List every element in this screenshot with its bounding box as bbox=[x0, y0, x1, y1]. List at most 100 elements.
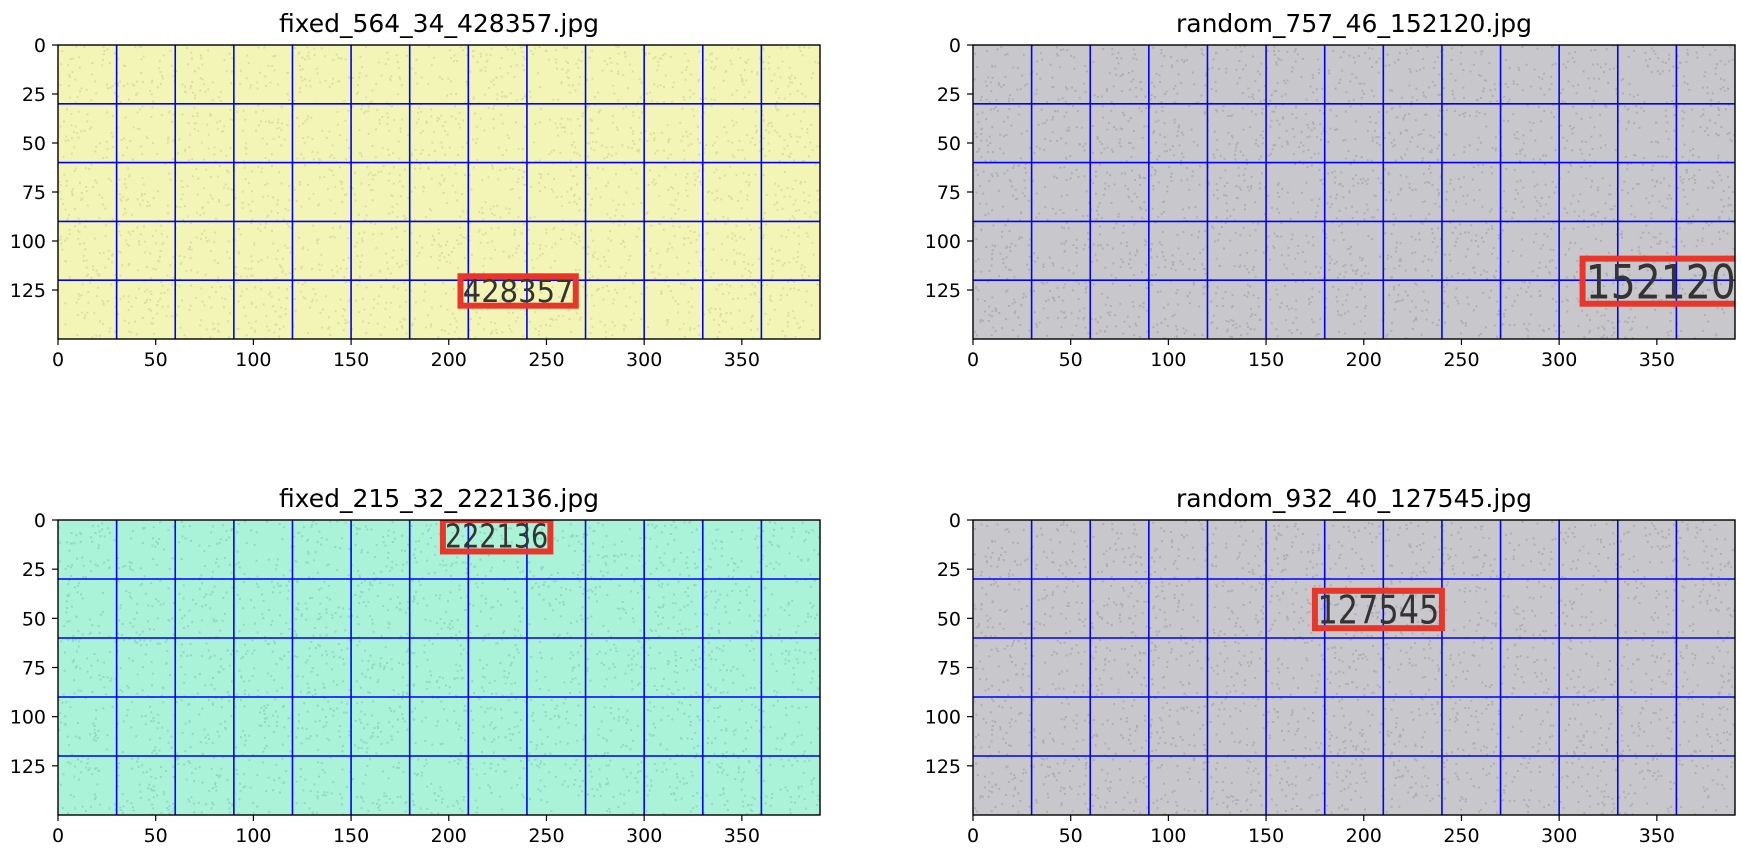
noise-speck bbox=[1204, 285, 1207, 288]
noise-speck bbox=[817, 105, 820, 108]
noise-speck bbox=[1018, 236, 1021, 239]
noise-speck bbox=[240, 69, 242, 72]
noise-speck bbox=[787, 281, 790, 284]
noise-speck bbox=[1542, 215, 1545, 218]
noise-speck bbox=[761, 110, 764, 113]
noise-speck bbox=[229, 147, 232, 149]
noise-speck bbox=[649, 247, 652, 250]
noise-speck bbox=[1271, 148, 1274, 151]
noise-speck bbox=[190, 269, 193, 272]
noise-speck bbox=[1352, 98, 1355, 101]
noise-speck bbox=[1591, 105, 1594, 108]
noise-speck bbox=[429, 325, 432, 328]
noise-speck bbox=[389, 272, 392, 275]
noise-speck bbox=[977, 121, 980, 124]
noise-speck bbox=[806, 131, 809, 134]
noise-speck bbox=[1390, 329, 1393, 332]
noise-speck bbox=[742, 83, 745, 86]
noise-speck bbox=[1543, 93, 1546, 96]
noise-speck bbox=[1694, 337, 1697, 339]
noise-speck bbox=[74, 101, 77, 104]
noise-speck bbox=[986, 150, 989, 153]
noise-speck bbox=[187, 248, 190, 250]
noise-speck bbox=[339, 134, 342, 137]
noise-speck bbox=[490, 47, 493, 50]
noise-speck bbox=[1064, 142, 1067, 145]
noise-speck bbox=[68, 228, 71, 231]
noise-speck bbox=[273, 69, 276, 72]
noise-speck bbox=[783, 97, 786, 100]
noise-speck bbox=[1173, 121, 1176, 124]
noise-speck bbox=[227, 171, 230, 174]
noise-speck bbox=[1280, 235, 1283, 238]
noise-speck bbox=[415, 121, 418, 124]
noise-speck bbox=[1613, 331, 1616, 334]
noise-speck bbox=[1363, 218, 1366, 221]
noise-speck bbox=[625, 105, 628, 108]
noise-speck bbox=[1122, 332, 1125, 335]
noise-speck bbox=[686, 173, 689, 175]
noise-speck bbox=[72, 57, 75, 60]
noise-speck bbox=[1562, 63, 1565, 66]
noise-speck bbox=[623, 324, 626, 326]
noise-speck bbox=[1701, 86, 1704, 89]
noise-speck bbox=[1454, 226, 1457, 229]
noise-speck bbox=[631, 147, 634, 150]
noise-speck bbox=[1495, 270, 1498, 272]
noise-speck bbox=[451, 251, 453, 253]
noise-speck bbox=[547, 173, 550, 176]
noise-speck bbox=[1657, 294, 1660, 297]
noise-speck bbox=[1573, 275, 1575, 278]
noise-speck bbox=[773, 308, 776, 311]
noise-speck bbox=[1065, 111, 1068, 114]
noise-speck bbox=[71, 194, 74, 197]
noise-speck bbox=[1564, 253, 1567, 256]
noise-speck bbox=[1482, 163, 1485, 166]
noise-speck bbox=[585, 294, 588, 297]
noise-speck bbox=[1247, 325, 1249, 328]
noise-speck bbox=[1605, 307, 1608, 310]
noise-speck bbox=[287, 225, 290, 228]
noise-speck bbox=[492, 107, 495, 110]
noise-speck bbox=[1351, 286, 1354, 289]
noise-speck bbox=[1078, 309, 1081, 312]
noise-speck bbox=[264, 157, 267, 159]
noise-speck bbox=[1154, 95, 1156, 98]
noise-speck bbox=[713, 98, 716, 101]
noise-speck bbox=[1388, 294, 1391, 297]
noise-speck bbox=[277, 83, 280, 86]
noise-speck bbox=[95, 92, 98, 95]
noise-speck bbox=[68, 75, 71, 78]
noise-speck bbox=[557, 134, 560, 137]
noise-speck bbox=[730, 47, 733, 50]
noise-speck bbox=[1162, 255, 1165, 258]
noise-speck bbox=[1646, 65, 1649, 68]
noise-speck bbox=[1193, 83, 1196, 86]
noise-speck bbox=[649, 250, 651, 252]
noise-speck bbox=[496, 332, 499, 335]
noise-speck bbox=[217, 276, 220, 279]
noise-speck bbox=[1263, 213, 1266, 216]
noise-speck bbox=[1465, 202, 1467, 205]
noise-speck bbox=[515, 251, 518, 254]
noise-speck bbox=[994, 106, 997, 109]
noise-speck bbox=[1592, 212, 1595, 215]
noise-speck bbox=[664, 52, 667, 55]
noise-speck bbox=[1546, 235, 1549, 238]
noise-speck bbox=[1615, 88, 1618, 91]
noise-speck bbox=[1188, 206, 1191, 209]
noise-speck bbox=[324, 79, 327, 82]
noise-speck bbox=[610, 154, 613, 157]
noise-speck bbox=[1285, 267, 1288, 270]
noise-speck bbox=[662, 216, 665, 219]
noise-speck bbox=[1650, 212, 1653, 215]
noise-speck bbox=[1231, 324, 1234, 327]
noise-speck bbox=[101, 203, 104, 206]
noise-speck bbox=[1456, 299, 1459, 302]
noise-speck bbox=[1226, 181, 1229, 184]
noise-speck bbox=[308, 57, 311, 60]
noise-speck bbox=[1687, 264, 1690, 267]
noise-speck bbox=[1637, 246, 1640, 249]
noise-speck bbox=[1391, 145, 1394, 148]
noise-speck bbox=[650, 271, 653, 274]
